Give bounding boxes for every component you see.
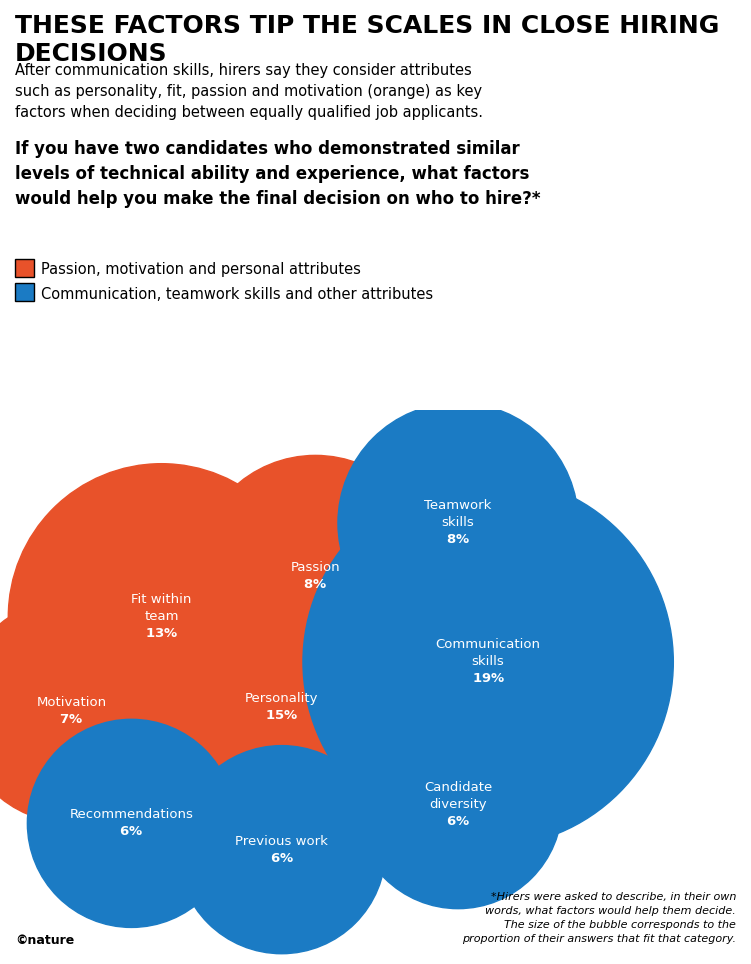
Circle shape: [338, 403, 578, 643]
Circle shape: [354, 701, 562, 909]
Text: Previous work
$\bf{6\%}$: Previous work $\bf{6\%}$: [235, 835, 328, 865]
Circle shape: [0, 599, 184, 823]
Text: ©nature: ©nature: [15, 934, 74, 947]
Circle shape: [195, 455, 436, 696]
Text: THESE FACTORS TIP THE SCALES IN CLOSE HIRING DECISIONS: THESE FACTORS TIP THE SCALES IN CLOSE HI…: [15, 14, 719, 67]
Text: Communication
skills
$\bf{19\%}$: Communication skills $\bf{19\%}$: [436, 638, 541, 685]
Circle shape: [27, 719, 236, 927]
Text: *Hirers were asked to describe, in their own
words, what factors would help them: *Hirers were asked to describe, in their…: [462, 892, 736, 944]
Text: Candidate
diversity
$\bf{6\%}$: Candidate diversity $\bf{6\%}$: [424, 781, 492, 828]
Text: After communication skills, hirers say they consider attributes
such as personal: After communication skills, hirers say t…: [15, 63, 483, 120]
Circle shape: [177, 745, 386, 953]
Text: Passion
$\bf{8\%}$: Passion $\bf{8\%}$: [291, 560, 340, 591]
Text: Motivation
$\bf{7\%}$: Motivation $\bf{7\%}$: [36, 696, 107, 726]
Text: If you have two candidates who demonstrated similar
levels of technical ability : If you have two candidates who demonstra…: [15, 140, 541, 208]
Text: Recommendations
$\bf{6\%}$: Recommendations $\bf{6\%}$: [70, 809, 193, 839]
Circle shape: [303, 477, 674, 847]
Text: Fit within
team
$\bf{13\%}$: Fit within team $\bf{13\%}$: [131, 594, 192, 640]
Text: Passion, motivation and personal attributes: Passion, motivation and personal attribu…: [41, 262, 361, 278]
Circle shape: [8, 464, 315, 770]
Circle shape: [117, 543, 446, 871]
Text: Teamwork
skills
$\bf{8\%}$: Teamwork skills $\bf{8\%}$: [424, 499, 492, 547]
Text: Personality
$\bf{15\%}$: Personality $\bf{15\%}$: [245, 692, 318, 722]
Text: Communication, teamwork skills and other attributes: Communication, teamwork skills and other…: [41, 286, 433, 302]
